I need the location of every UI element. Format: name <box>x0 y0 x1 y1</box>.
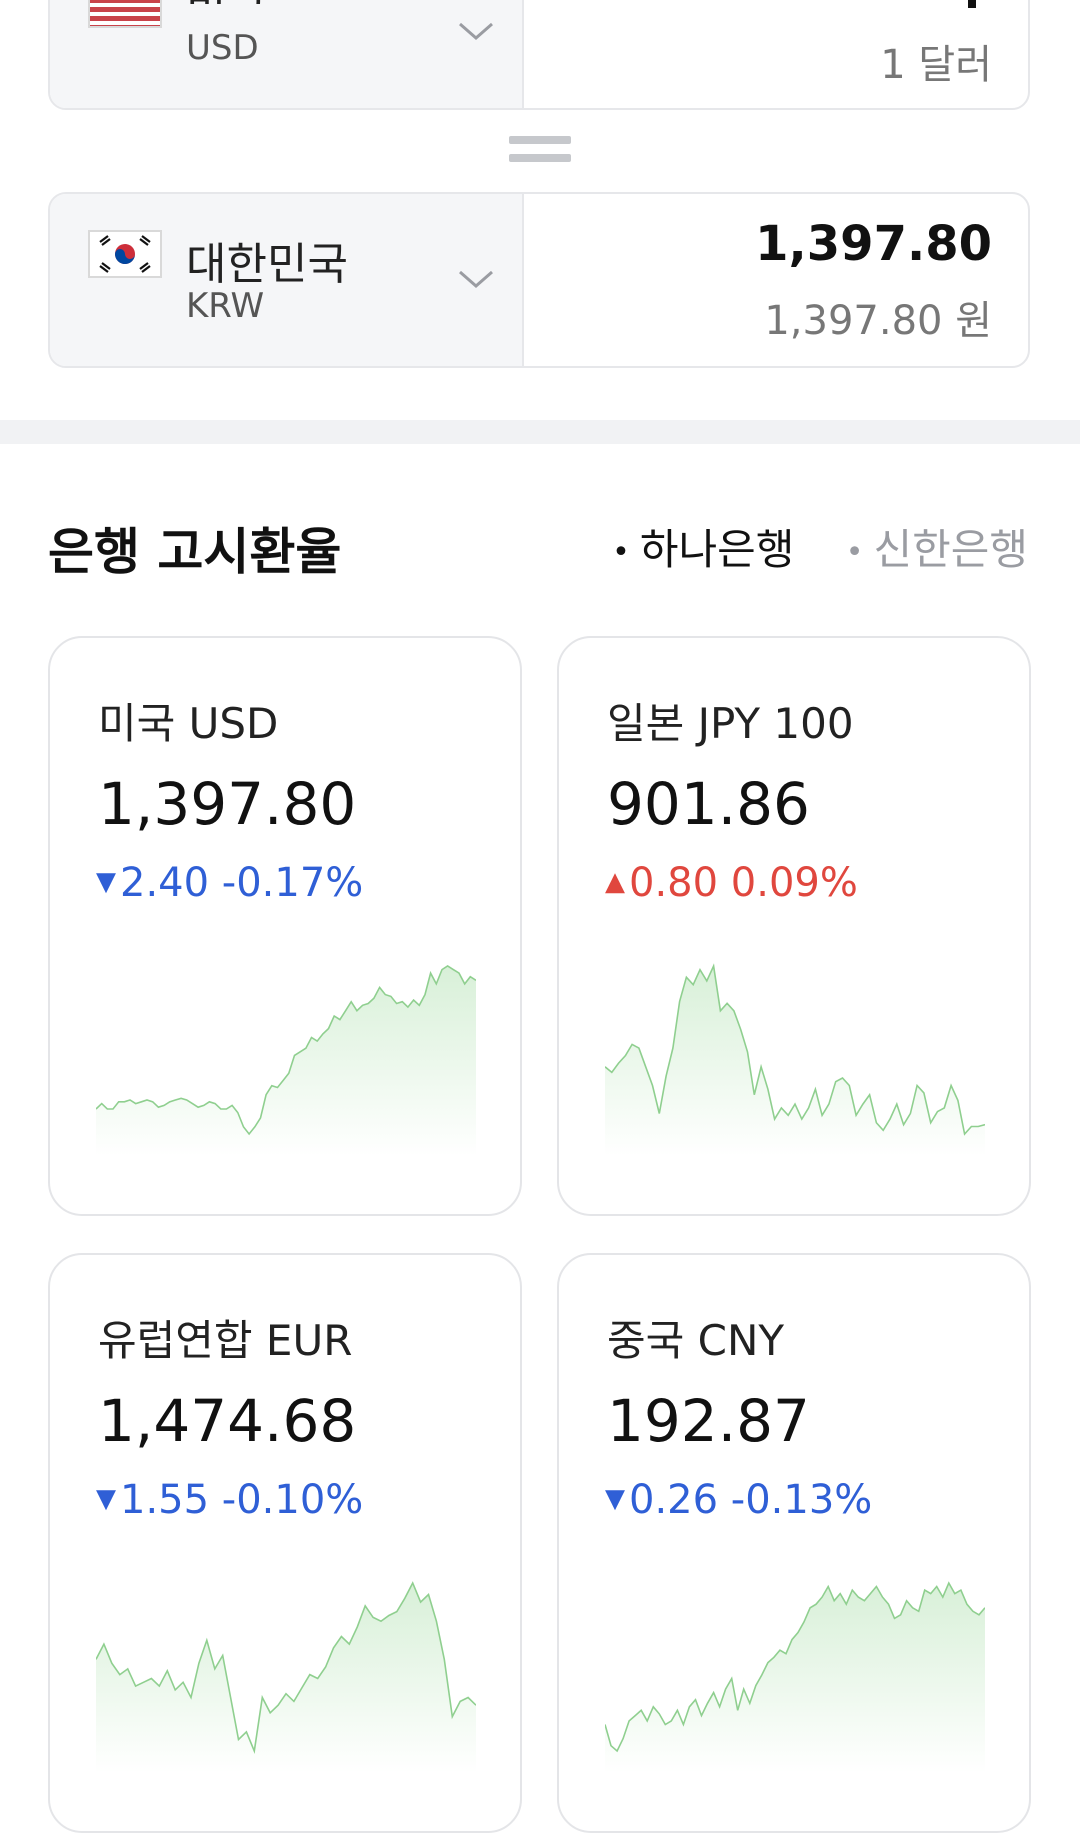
sparkline-chart <box>605 1581 985 1773</box>
equals-icon <box>509 136 571 166</box>
from-currency-box[interactable]: 미국 USD 1 달러 <box>48 0 1030 110</box>
card-title: 일본 JPY 100 <box>607 699 854 748</box>
from-amount-fragment <box>968 0 976 8</box>
korea-flag-icon <box>88 230 162 278</box>
tab-hana-bank[interactable]: • 하나은행 <box>612 525 795 574</box>
sparkline-line <box>96 965 476 1136</box>
from-unit-text: 1 달러 <box>880 42 992 88</box>
to-currency-box[interactable]: 대한민국 KRW 1,397.80 1,397.80 원 <box>48 192 1030 368</box>
sparkline-area <box>605 966 985 1156</box>
sparkline-area <box>96 966 476 1156</box>
card-rate-value: 1,474.68 <box>98 1387 357 1455</box>
card-title: 유럽연합 EUR <box>98 1316 353 1365</box>
rate-card-eur[interactable]: 유럽연합 EUR 1,474.68 ▼ 1.55 -0.10% <box>48 1253 522 1833</box>
tab-shinhan-bank[interactable]: • 신한은행 <box>845 525 1028 574</box>
up-triangle-icon: ▲ <box>605 867 625 897</box>
card-rate-value: 901.86 <box>607 770 810 838</box>
chevron-down-icon <box>459 270 493 288</box>
card-change: ▼ 1.55 -0.10% <box>96 1477 364 1523</box>
to-unit-text: 1,397.80 원 <box>764 298 992 344</box>
rate-card-cny[interactable]: 중국 CNY 192.87 ▼ 0.26 -0.13% <box>557 1253 1031 1833</box>
to-currency-code: KRW <box>186 286 265 326</box>
down-triangle-icon: ▼ <box>96 1484 116 1514</box>
sparkline-chart <box>96 965 476 1156</box>
card-change: ▲ 0.80 0.09% <box>605 860 858 906</box>
card-change: ▼ 0.26 -0.13% <box>605 1477 873 1523</box>
section-divider <box>0 420 1080 444</box>
card-title: 미국 USD <box>98 699 279 748</box>
down-triangle-icon: ▼ <box>605 1484 625 1514</box>
from-currency-code: USD <box>186 28 259 68</box>
sparkline-line <box>605 1581 985 1753</box>
section-title: 은행 고시환율 <box>48 523 342 581</box>
card-rate-value: 1,397.80 <box>98 770 357 838</box>
card-title: 중국 CNY <box>607 1316 785 1365</box>
to-amount[interactable]: 1,397.80 <box>755 216 992 272</box>
sparkline-area <box>605 1583 985 1773</box>
chevron-down-icon <box>459 22 493 40</box>
bank-tabs: • 하나은행 • 신한은행 <box>574 516 1028 577</box>
rate-card-usd[interactable]: 미국 USD 1,397.80 ▼ 2.40 -0.17% <box>48 636 522 1216</box>
sparkline-line <box>96 1581 476 1754</box>
from-country-name: 미국 <box>186 0 267 4</box>
card-change: ▼ 2.40 -0.17% <box>96 860 364 906</box>
us-flag-icon <box>88 0 162 28</box>
rate-card-jpy[interactable]: 일본 JPY 100 901.86 ▲ 0.80 0.09% <box>557 636 1031 1216</box>
from-currency-selector[interactable]: 미국 USD <box>50 0 524 108</box>
to-currency-selector[interactable]: 대한민국 KRW <box>50 194 524 366</box>
sparkline-line <box>605 963 985 1136</box>
card-rate-value: 192.87 <box>607 1387 810 1455</box>
to-country-name: 대한민국 <box>186 239 348 290</box>
down-triangle-icon: ▼ <box>96 867 116 897</box>
converter-panel: 미국 USD 1 달러 <box>0 0 1080 420</box>
sparkline-chart <box>96 1581 476 1773</box>
sparkline-chart <box>605 963 985 1156</box>
sparkline-area <box>96 1583 476 1773</box>
